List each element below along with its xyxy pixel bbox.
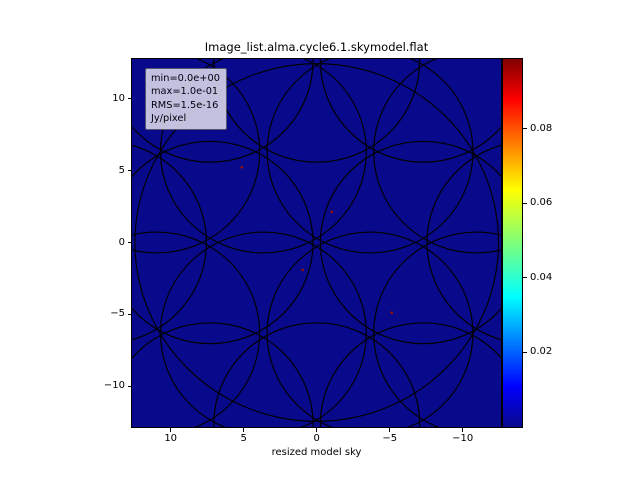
- plot-title: Image_list.alma.cycle6.1.skymodel.flat: [204, 40, 429, 54]
- coverage-circle: [134, 63, 500, 422]
- tick-mark: [523, 277, 527, 279]
- x-tick-label: 5: [240, 433, 247, 444]
- mosaic-beam-circle: [373, 59, 501, 254]
- tick-mark: [127, 242, 131, 243]
- x-tick-label: −10: [452, 433, 474, 444]
- stat-rms: RMS=1.5e-16: [151, 99, 219, 111]
- y-tick-label: 0: [118, 236, 125, 248]
- x-tick-label: 0: [313, 433, 320, 444]
- tick-mark: [523, 351, 527, 353]
- mosaic-beam-circle: [426, 144, 501, 341]
- tick-mark: [523, 202, 527, 204]
- x-tick-label: 10: [164, 433, 178, 444]
- stats-box: min=0.0e+00 max=1.0e-01 RMS=1.5e-16 Jy/p…: [145, 68, 227, 130]
- y-tick-label: 10: [112, 92, 125, 104]
- point-source: [390, 311, 394, 314]
- tick-mark: [127, 170, 131, 172]
- tick-mark: [462, 428, 464, 432]
- point-source: [330, 210, 333, 214]
- colorbar-tick-label: 0.08: [530, 122, 553, 134]
- tick-mark: [523, 128, 527, 130]
- mosaic-beam-circle: [319, 140, 501, 345]
- mosaic-beam-circle: [132, 59, 261, 254]
- x-tick-label: −5: [382, 433, 398, 444]
- colorbar-tick-label: 0.06: [530, 197, 553, 209]
- tick-mark: [170, 428, 172, 432]
- stat-min: min=0.0e+00: [151, 73, 220, 84]
- tick-mark: [127, 385, 131, 387]
- y-tick-label: −10: [103, 380, 125, 392]
- tick-mark: [316, 428, 318, 432]
- skymodel-image: [132, 59, 501, 427]
- tick-mark: [127, 313, 131, 315]
- mosaic-beam-circle: [213, 322, 421, 427]
- x-axis-label: resized model sky: [271, 447, 362, 458]
- point-source: [240, 166, 243, 169]
- tick-mark: [243, 428, 245, 432]
- mosaic-beam-circle: [132, 231, 261, 427]
- plot-area: min=0.0e+00 max=1.0e-01 RMS=1.5e-16 Jy/p…: [131, 58, 502, 428]
- mosaic-beam-circle: [319, 322, 501, 427]
- mosaic-beam-circle: [213, 59, 421, 163]
- y-tick-label: 5: [118, 164, 125, 176]
- mosaic-beam-circle: [132, 144, 207, 341]
- colorbar-tick-label: 0.02: [530, 346, 553, 358]
- mosaic-beam-circle: [373, 231, 501, 427]
- mosaic-beam-circle: [132, 322, 314, 427]
- tick-mark: [389, 428, 391, 432]
- colorbar-tick-label: 0.04: [530, 271, 553, 283]
- colorbar: [502, 58, 523, 428]
- mosaic-beam-circle: [319, 59, 501, 163]
- stat-units: Jy/pixel: [151, 113, 187, 125]
- stat-max: max=1.0e-01: [151, 86, 219, 98]
- tick-mark: [127, 98, 131, 100]
- mosaic-beam-circle: [132, 59, 314, 163]
- y-tick-label: −5: [110, 308, 125, 320]
- mosaic-beam-circle: [132, 140, 314, 345]
- point-source: [301, 268, 304, 272]
